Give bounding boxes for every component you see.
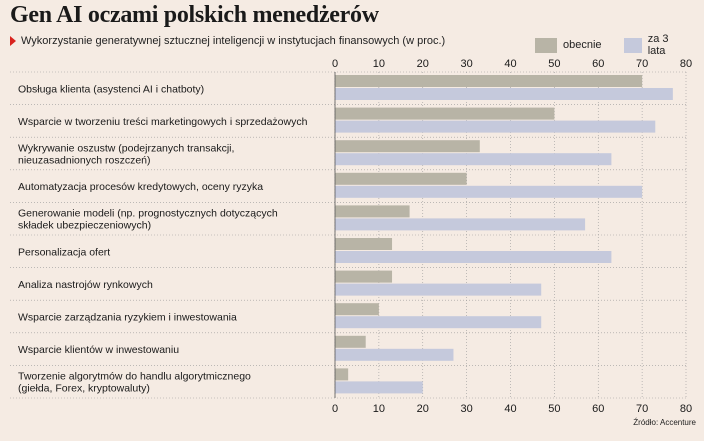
bar-future-1 — [335, 120, 656, 133]
tick-label-top-30: 30 — [461, 58, 473, 70]
tick-label-bottom-20: 20 — [417, 403, 429, 415]
category-label-6: Analiza nastrojów rynkowych — [18, 279, 153, 291]
bar-future-8 — [335, 348, 454, 361]
tick-label-top-50: 50 — [548, 58, 560, 70]
legend-label-current: obecnie — [563, 39, 602, 51]
bar-future-7 — [335, 316, 542, 329]
tick-label-top-10: 10 — [373, 58, 385, 70]
category-label-2-line-1: nieuzasadnionych roszczeń) — [18, 155, 151, 167]
bar-current-8 — [335, 335, 366, 348]
bar-current-4 — [335, 205, 410, 218]
tick-label-bottom-70: 70 — [636, 403, 648, 415]
legend: obecnie za 3 lata — [535, 33, 704, 57]
tick-label-bottom-0: 0 — [332, 403, 338, 415]
category-label-3: Automatyzacja procesów kredytowych, ocen… — [18, 181, 263, 193]
tick-label-bottom-40: 40 — [504, 403, 516, 415]
category-label-9-line-0: Tworzenie algorytmów do handlu algorytmi… — [18, 371, 251, 383]
bar-future-9 — [335, 381, 423, 394]
tick-label-bottom-10: 10 — [373, 403, 385, 415]
category-label-4-line-1: składek ubezpieczeniowych) — [18, 220, 151, 232]
tick-label-top-80: 80 — [680, 58, 692, 70]
category-label-8: Wsparcie klientów w inwestowaniu — [18, 344, 179, 356]
bar-future-3 — [335, 185, 643, 198]
legend-label-future: za 3 lata — [647, 33, 669, 57]
bar-current-2 — [335, 140, 480, 153]
red-triangle-icon — [10, 36, 16, 46]
bar-future-6 — [335, 283, 542, 296]
bar-current-6 — [335, 270, 393, 283]
legend-swatch-current — [535, 37, 557, 53]
bar-current-5 — [335, 238, 393, 250]
bar-future-4 — [335, 218, 586, 231]
category-label-7: Wsparcie zarządzania ryzykiem i inwestow… — [18, 312, 237, 324]
category-label-2-line-0: Wykrywanie oszustw (podejrzanych transak… — [18, 143, 234, 155]
chart-title: Gen AI oczami polskich menedżerów — [10, 2, 379, 28]
tick-label-bottom-30: 30 — [461, 403, 473, 415]
bar-future-5 — [335, 251, 612, 263]
bar-current-9 — [335, 368, 349, 381]
category-label-1: Wsparcie w tworzeniu treści marketingowy… — [18, 116, 308, 128]
subtitle-text: Wykorzystanie generatywnej sztucznej int… — [21, 35, 446, 47]
bar-current-7 — [335, 303, 379, 316]
legend-item-future: za 3 lata — [623, 33, 682, 57]
bar-current-3 — [335, 172, 467, 185]
tick-label-top-70: 70 — [636, 58, 648, 70]
tick-label-bottom-60: 60 — [592, 403, 604, 415]
category-label-5: Personalizacja ofert — [18, 246, 110, 258]
legend-item-current: obecnie — [535, 37, 602, 53]
bar-future-0 — [335, 88, 673, 100]
legend-swatch-future — [623, 37, 642, 53]
tick-label-top-60: 60 — [592, 58, 604, 70]
bar-future-2 — [335, 153, 612, 166]
chart-subtitle: Wykorzystanie generatywnej sztucznej int… — [10, 35, 445, 47]
bar-current-1 — [335, 107, 555, 120]
tick-label-bottom-50: 50 — [548, 403, 560, 415]
bar-current-0 — [335, 75, 643, 87]
category-label-0: Obsługa klienta (asystenci AI i chatboty… — [18, 83, 204, 95]
category-label-4-line-0: Generowanie modeli (np. prognostycznych … — [18, 208, 278, 220]
category-label-9-line-1: (giełda, Forex, kryptowaluty) — [18, 383, 150, 395]
tick-label-top-0: 0 — [332, 58, 338, 70]
source-note: Źródło: Accenture — [633, 418, 696, 427]
tick-label-top-40: 40 — [504, 58, 516, 70]
tick-label-bottom-80: 80 — [680, 403, 692, 415]
tick-label-top-20: 20 — [417, 58, 429, 70]
